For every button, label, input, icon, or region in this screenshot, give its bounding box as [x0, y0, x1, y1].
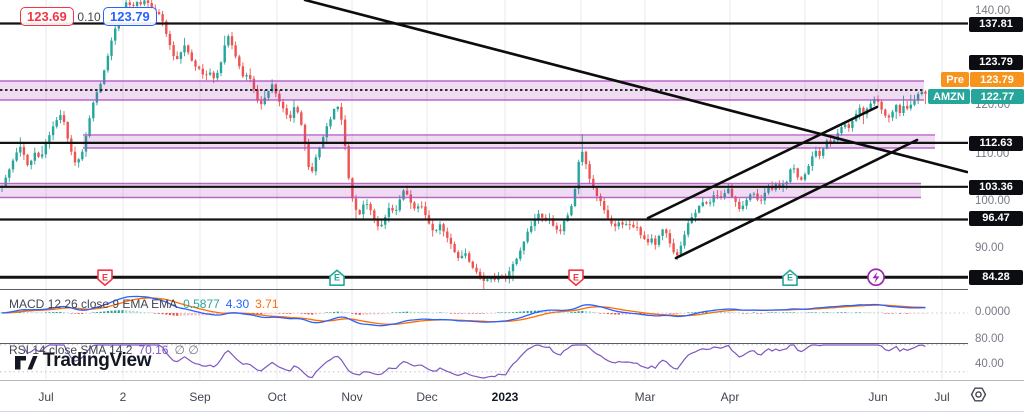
macd-line-value: 4.30 [225, 297, 250, 311]
price-level-label: 84.28 [969, 269, 1023, 285]
time-axis[interactable]: Jul 2 Sep Oct Nov Dec 2023 Mar Apr Jun Jul [0, 380, 1024, 411]
macd-signal-value: 3.71 [255, 297, 279, 311]
macd-legend[interactable]: MACD 12 26 close 9 EMA EMA 0.5877 4.30 3… [9, 297, 279, 311]
rsi-empty-values: ∅ ∅ [174, 343, 199, 357]
ask-price-box[interactable]: 123.79 [103, 7, 157, 26]
time-axis-settings-gear-icon[interactable] [970, 386, 987, 408]
rsi-title: RSI 14 close SMA 14 2 [9, 343, 133, 357]
svg-text:E: E [573, 273, 579, 283]
svg-text:E: E [787, 273, 793, 283]
macd-pane [0, 295, 968, 327]
price-level-label: 103.36 [969, 179, 1023, 195]
price-scale-label: 40.00 [975, 358, 1004, 370]
price-axis[interactable]: 140.00 120.00 110.00 100.00 90.00 0.0000 80.00… [968, 0, 1024, 380]
time-axis-label: Jun [868, 390, 888, 404]
price-scale-label: 140.00 [975, 5, 1011, 17]
tradingview-logo-icon [15, 356, 38, 370]
svg-text:E: E [102, 273, 108, 283]
rsi-pane [0, 344, 968, 379]
time-axis-label: Dec [416, 390, 438, 404]
macd-title: MACD 12 26 close 9 EMA EMA [9, 297, 178, 311]
bid-ask-spread: 0.10 [77, 10, 101, 24]
price-scale-label: 100.00 [975, 195, 1011, 207]
time-axis-label: Mar [634, 390, 656, 404]
price-scale-label: 90.00 [975, 242, 1004, 254]
time-axis-label: Nov [341, 390, 363, 404]
time-axis-label: Oct [267, 390, 287, 404]
price-level-label: 123.79 [969, 54, 1023, 70]
premarket-price-label: Pre 123.79 [928, 72, 1024, 87]
rsi-value: 70.16 [138, 343, 169, 357]
price-scale-label: 80.00 [975, 333, 1004, 345]
macd-hist-value: 0.5877 [183, 297, 220, 311]
price-level-label: 137.81 [969, 16, 1023, 32]
horizontal-price-levels [0, 22, 968, 279]
tradingview-logo[interactable]: TradingView [14, 350, 152, 372]
time-axis-label: Apr [720, 390, 740, 404]
price-level-label: 96.47 [969, 210, 1023, 226]
time-axis-label: Sep [189, 390, 211, 404]
bid-price-box[interactable]: 123.69 [20, 7, 74, 26]
window-bottom-edge [0, 410, 1024, 412]
last-price-label: AMZN 122.77 [928, 89, 1024, 104]
time-axis-label: Jul [934, 390, 950, 404]
trendlines [303, 0, 969, 260]
rsi-legend[interactable]: RSI 14 close SMA 14 2 70.16 ∅ ∅ [9, 343, 199, 357]
time-axis-label: 2 [119, 390, 127, 404]
supply-demand-zones [0, 80, 935, 199]
time-axis-label: Jul [38, 390, 54, 404]
price-scale-label: 0.0000 [975, 306, 1011, 318]
price-scale-label: 110.00 [975, 148, 1010, 160]
price-level-label: 112.63 [969, 135, 1023, 151]
time-axis-label: 2023 [491, 390, 519, 404]
tradingview-logo-text: TradingView [43, 350, 152, 371]
svg-text:E: E [334, 273, 340, 283]
